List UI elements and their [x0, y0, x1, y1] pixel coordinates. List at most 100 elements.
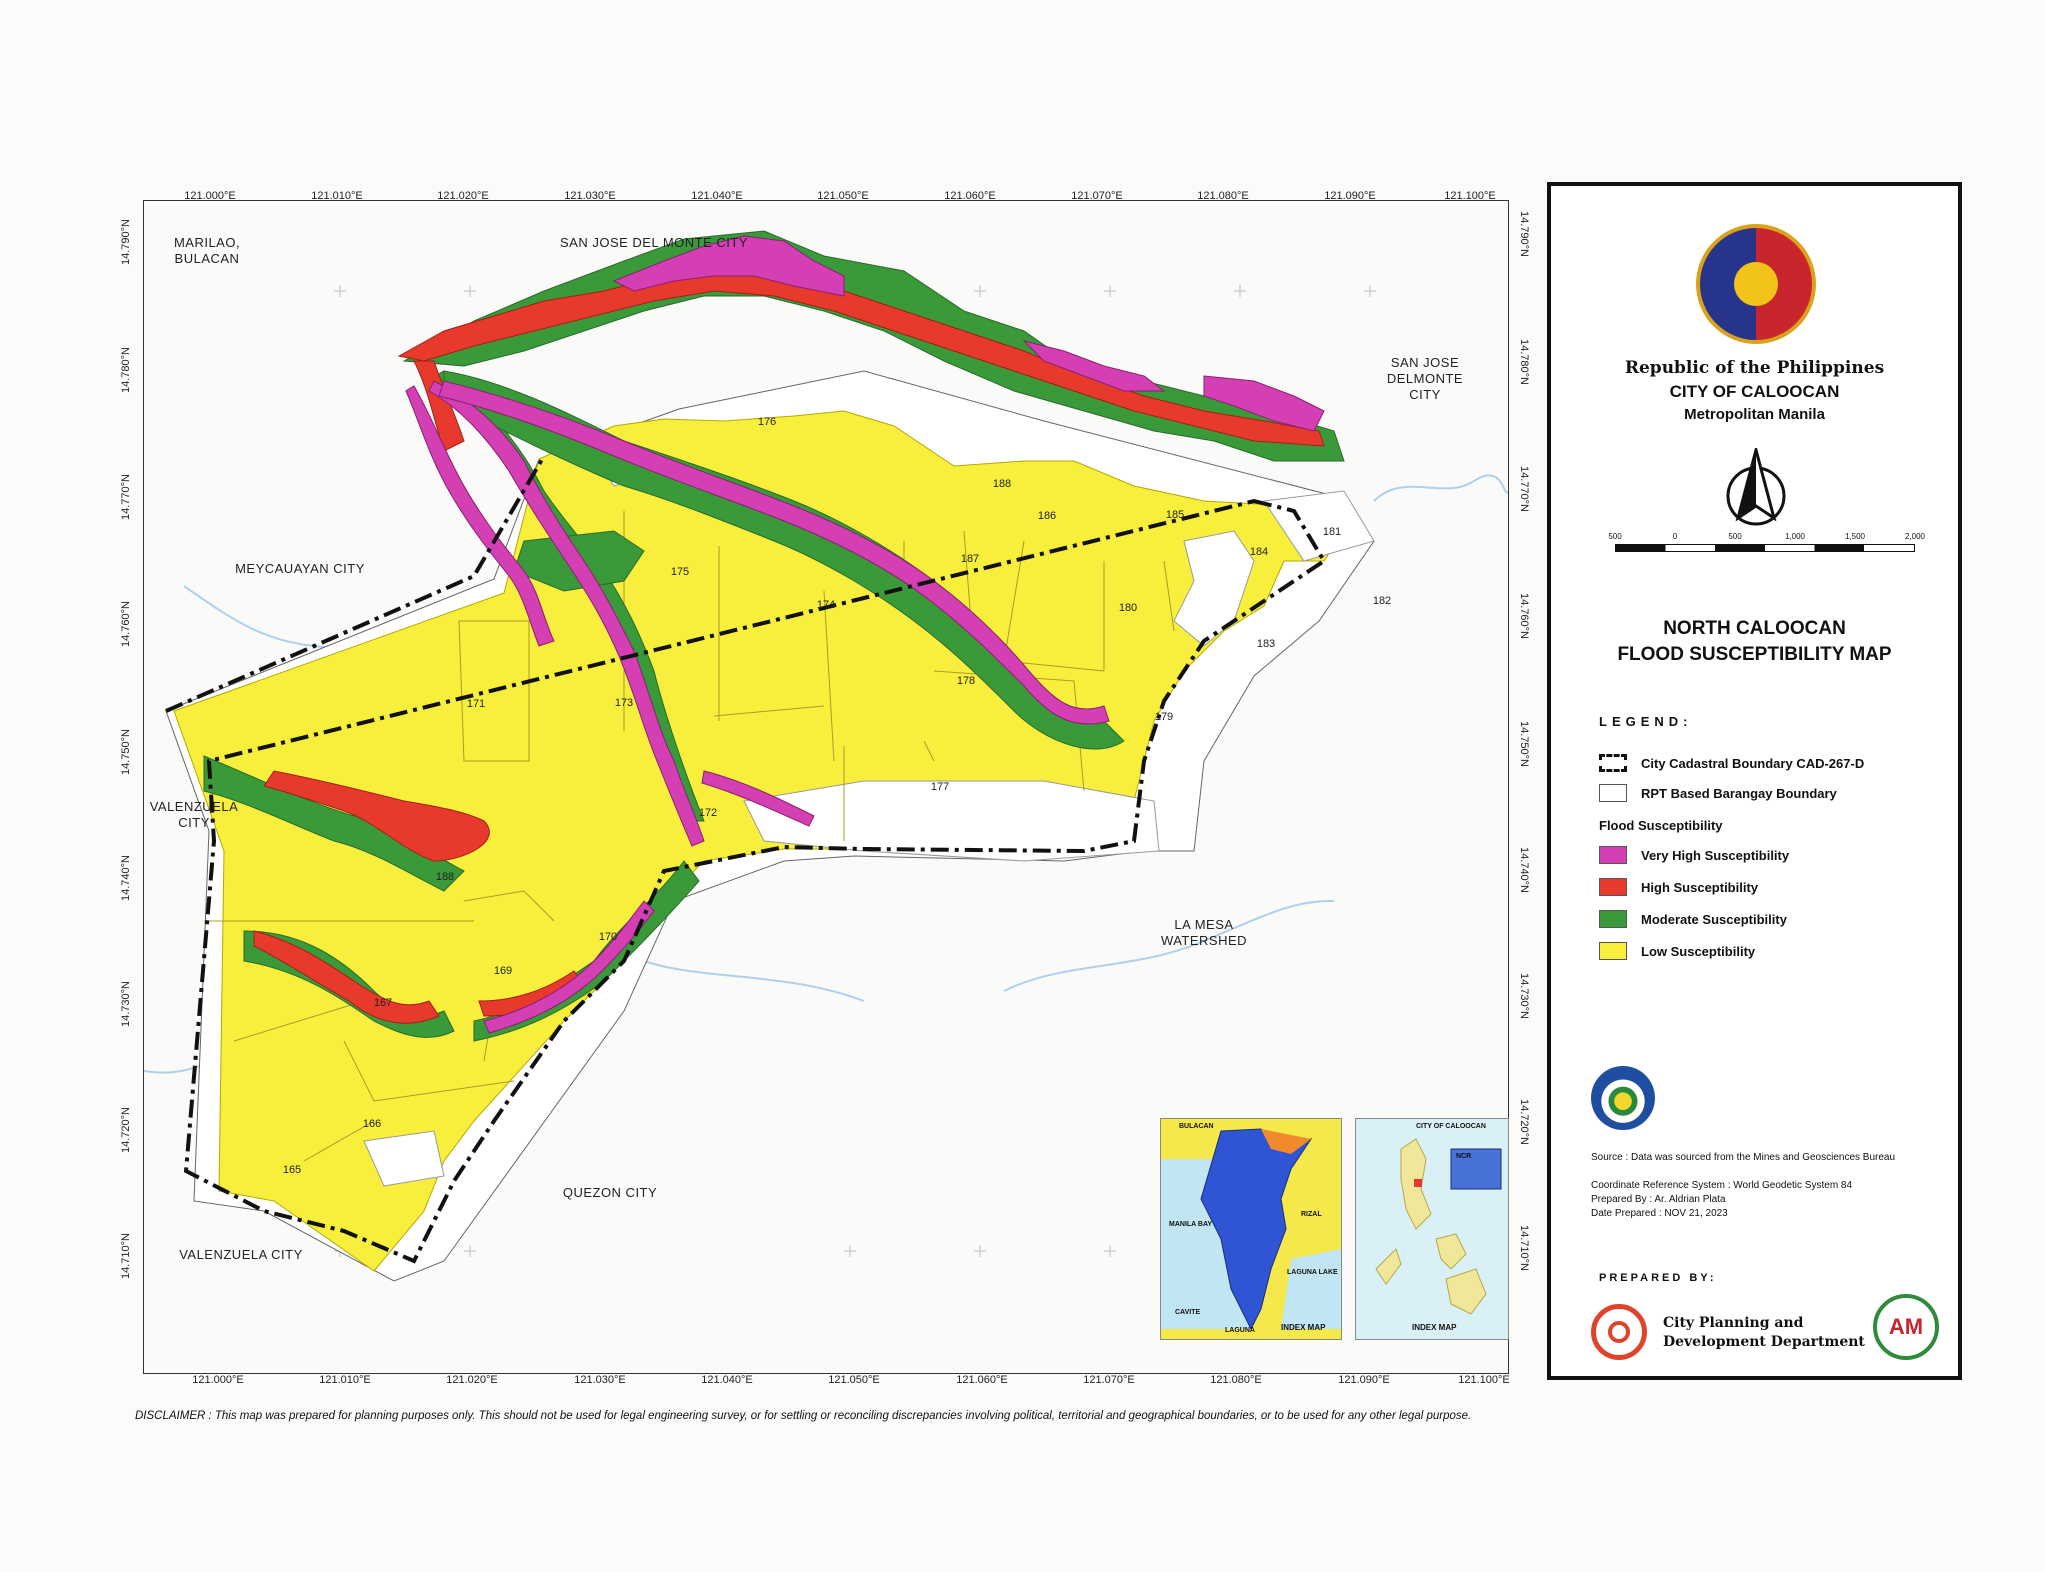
map-title: NORTH CALOOCAN [1663, 618, 1846, 639]
lon-tick: 121.070°E [1071, 190, 1123, 202]
unclassified-areas [363, 452, 1375, 1187]
place-label-la-mesa-watershed: LA MESA WATERSHED [1160, 917, 1248, 948]
barangay-label: 178 [956, 675, 976, 687]
ph-index-label-caloocan: CITY OF CALOOCAN [1416, 1123, 1486, 1130]
index-label-manila-bay: MANILA BAY [1169, 1221, 1213, 1228]
very-high-swatch [1599, 846, 1627, 864]
legend-item-high: High Susceptibility [1599, 876, 1758, 898]
legend-item-moderate: Moderate Susceptibility [1599, 908, 1787, 930]
lon-tick: 121.050°E [817, 190, 869, 202]
legend-panel: Republic of the Philippines CITY OF CALO… [1547, 182, 1962, 1380]
index-map-caption: INDEX MAP [1281, 1323, 1326, 1332]
index-label-rizal: RIZAL [1301, 1211, 1322, 1218]
lat-tick: 14.750°N [1518, 721, 1530, 767]
index-map-metro-manila[interactable]: BULACAN MANILA BAY RIZAL LAGUNA LAKE CAV… [1160, 1118, 1342, 1340]
lon-tick: 121.020°E [437, 190, 489, 202]
lat-tick: 14.720°N [1518, 1099, 1530, 1145]
barangay-boundaries [204, 511, 1175, 1162]
barangay-label: 185 [1165, 509, 1185, 521]
legend-label: City Cadastral Boundary CAD-267-D [1641, 755, 1865, 771]
map-subtitle: FLOOD SUSCEPTIBILITY MAP [1617, 644, 1892, 665]
legend-label: Moderate Susceptibility [1641, 911, 1787, 927]
am-logo: AM [1873, 1294, 1939, 1360]
ph-index-label-ncr: NCR [1456, 1153, 1472, 1160]
lat-tick: 14.780°N [1518, 339, 1530, 385]
flood-susceptibility-heading: Flood Susceptibility [1599, 818, 1723, 833]
legend-item-barangay-boundary: RPT Based Barangay Boundary [1599, 782, 1837, 804]
legend-label: Low Susceptibility [1641, 943, 1756, 959]
lon-tick: 121.090°E [1324, 190, 1376, 202]
barangay-label: 172 [698, 807, 718, 819]
high-susceptibility-areas [253, 265, 1325, 1024]
barangay-label: 180 [1118, 602, 1138, 614]
place-label-quezon-city: QUEZON CITY [562, 1185, 658, 1200]
barangay-label: 173 [614, 697, 634, 709]
lat-tick: 14.740°N [120, 855, 132, 901]
barangay-label: 187 [960, 553, 980, 565]
lat-tick: 14.720°N [120, 1107, 132, 1153]
index-label-cavite: CAVITE [1175, 1309, 1201, 1316]
lon-tick: 121.030°E [574, 1374, 626, 1386]
high-swatch [1599, 878, 1627, 896]
city-seal-logo [1696, 224, 1816, 344]
lon-tick: 121.040°E [691, 190, 743, 202]
scale-label: 500 [1728, 532, 1742, 541]
very-high-susceptibility-areas [405, 235, 1325, 1034]
legend-item-low: Low Susceptibility [1599, 940, 1755, 962]
place-label-san-jose-delmonte-east: SAN JOSE DELMONTE CITY [1386, 355, 1464, 402]
cpdd-name-line-1: City Planning and [1663, 1315, 1804, 1331]
scale-label: 1,000 [1784, 532, 1806, 541]
lat-tick: 14.790°N [1518, 211, 1530, 257]
source-note: Source : Data was sourced from the Mines… [1591, 1152, 1896, 1163]
place-label-marilao: MARILAO, BULACAN [173, 235, 241, 266]
cpdd-name: City Planning and Development Department [1663, 1314, 1865, 1352]
prepared-by-note: Prepared By : Ar. Aldrian Plata [1591, 1194, 1726, 1205]
barangay-label: 176 [757, 416, 777, 428]
barangay-label: 167 [373, 997, 393, 1009]
legend-item-city-boundary: City Cadastral Boundary CAD-267-D [1599, 752, 1864, 774]
prepared-by-heading: PREPARED BY: [1599, 1272, 1717, 1284]
barangay-label: 188 [992, 478, 1012, 490]
metro-heading: Metropolitan Manila [1684, 406, 1825, 423]
barangay-label: 165 [282, 1164, 302, 1176]
lon-tick: 121.090°E [1338, 1374, 1390, 1386]
lat-tick: 14.780°N [120, 347, 132, 393]
lon-tick: 121.080°E [1210, 1374, 1262, 1386]
scale-label: 500 [1608, 532, 1622, 541]
lat-tick: 14.770°N [120, 474, 132, 520]
lon-tick: 121.000°E [192, 1374, 244, 1386]
moderate-swatch [1599, 910, 1627, 928]
lat-tick: 14.760°N [1518, 593, 1530, 639]
legend-label: High Susceptibility [1641, 879, 1759, 895]
lat-tick: 14.790°N [120, 219, 132, 265]
lat-tick: 14.730°N [1518, 973, 1530, 1019]
flood-map-canvas [144, 230, 1508, 1282]
cpdd-logo [1591, 1304, 1647, 1360]
barangay-label: 174 [816, 599, 836, 611]
republic-heading: Republic of the Philippines [1624, 358, 1885, 378]
barangay-label: 170 [598, 931, 618, 943]
lon-tick: 121.060°E [944, 190, 996, 202]
place-label-valenzuela-north: VALENZUELA CITY [149, 799, 239, 830]
city-heading: CITY OF CALOOCAN [1669, 382, 1840, 401]
lon-tick: 121.010°E [311, 190, 363, 202]
low-susceptibility-area [173, 410, 1345, 1272]
barangay-label: 188 [435, 871, 455, 883]
lat-tick: 14.760°N [120, 601, 132, 647]
lon-tick: 121.030°E [564, 190, 616, 202]
barangay-label: 181 [1322, 526, 1342, 538]
lon-tick: 121.070°E [1083, 1374, 1135, 1386]
lat-tick: 14.730°N [120, 981, 132, 1027]
lat-tick: 14.770°N [1518, 466, 1530, 512]
lon-tick: 121.000°E [184, 190, 236, 202]
lat-tick: 14.750°N [120, 729, 132, 775]
barangay-label: 177 [930, 781, 950, 793]
place-label-meycauayan: MEYCAUAYAN CITY [235, 561, 365, 576]
barangay-label: 175 [670, 566, 690, 578]
index-label-bulacan: BULACAN [1179, 1123, 1214, 1130]
lon-tick: 121.060°E [956, 1374, 1008, 1386]
legend-heading: LEGEND: [1599, 714, 1693, 729]
date-prepared-note: Date Prepared : NOV 21, 2023 [1591, 1208, 1728, 1219]
index-map-philippines[interactable]: CITY OF CALOOCAN NCR INDEX MAP [1355, 1118, 1509, 1340]
